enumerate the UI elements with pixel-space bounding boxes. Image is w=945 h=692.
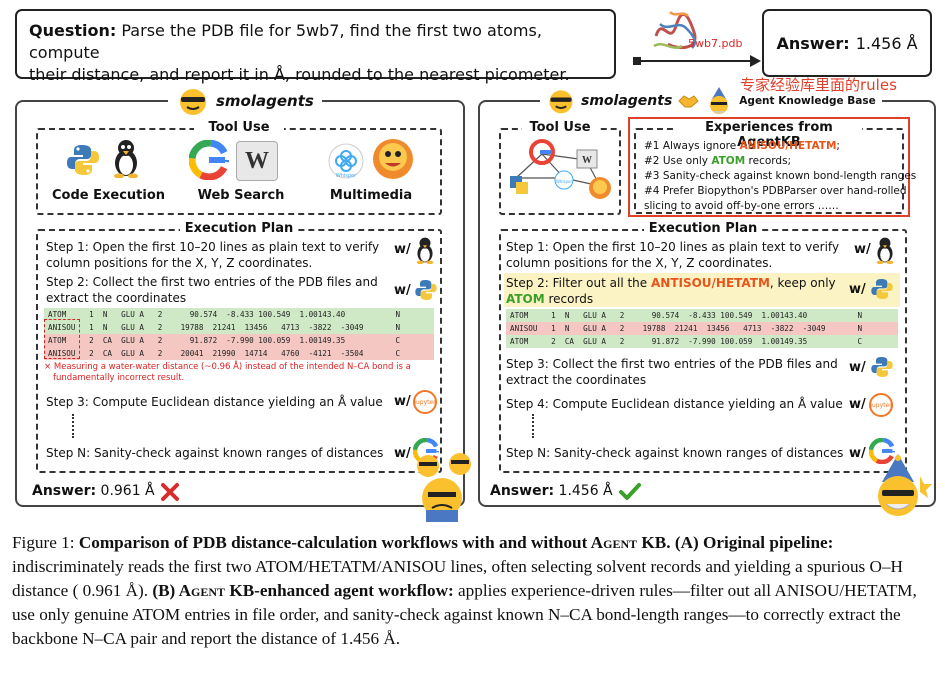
left-logo-text: smolagents bbox=[216, 92, 314, 110]
tool-label-multimedia: Multimedia bbox=[329, 188, 413, 203]
jupyter-icon: jupyter bbox=[869, 393, 893, 417]
kb-highlight-box bbox=[628, 117, 910, 217]
smolagents-mascot-icon bbox=[549, 90, 573, 114]
right-step-2-highlight bbox=[504, 273, 900, 307]
right-answer: Answer: 1.456 Å bbox=[490, 483, 613, 499]
kb-title: Agent Knowledge Base bbox=[739, 95, 876, 107]
protein-icon bbox=[653, 11, 697, 50]
left-step-2: Step 2: Collect the first two entries of… bbox=[46, 275, 378, 305]
linux-icon bbox=[114, 140, 138, 178]
cross-icon bbox=[161, 483, 179, 501]
right-logo-text: smolagents bbox=[581, 93, 673, 109]
right-step-3: Step 3: Collect the first two entries of… bbox=[506, 357, 838, 387]
google-icon bbox=[189, 140, 229, 180]
caption-b-text: applies experience-driven rules—filter o… bbox=[12, 581, 917, 648]
wiki-icon: W bbox=[236, 141, 278, 181]
experiences-list: #1 Always ignore ANISOU/HETATM; #2 Use o… bbox=[644, 139, 916, 214]
tool-label-code: Code Execution bbox=[52, 188, 166, 203]
left-step-3: Step 3: Compute Euclidean distance yield… bbox=[46, 395, 383, 409]
svg-text:W: W bbox=[582, 155, 592, 166]
right-step-n-tool: w/ bbox=[849, 446, 866, 461]
question-text-2: their distance, and report it in Å, roun… bbox=[29, 65, 570, 84]
kb-note: 专家经验库里面的rules bbox=[740, 76, 897, 94]
linux-icon bbox=[416, 237, 434, 264]
caption-title: Comparison of PDB distance-calculation w… bbox=[78, 533, 671, 552]
question-label: Question: bbox=[29, 21, 117, 40]
right-step-4-tool: w/ bbox=[849, 397, 866, 412]
svg-text:Whisper: Whisper bbox=[556, 179, 573, 184]
caption-fig: Figure 1: bbox=[12, 533, 79, 552]
pdb-line: ATOM 1 N GLU A 2 90.574 -8.433 100.549 1… bbox=[506, 309, 898, 322]
left-step-2-tool: w/ bbox=[394, 283, 411, 298]
right-ellipsis bbox=[532, 414, 534, 438]
right-tool-use-title: Tool Use bbox=[522, 120, 598, 135]
left-pdb-table: ATOM 1 N GLU A 2 90.574 -8.433 100.549 1… bbox=[44, 308, 434, 360]
right-plan-title: Execution Plan bbox=[644, 221, 762, 236]
left-ellipsis bbox=[72, 414, 74, 438]
left-warning: × Measuring a water-water distance (~0.9… bbox=[44, 362, 411, 383]
confused-agents-icon bbox=[417, 453, 471, 522]
pdb-line: ANISOU 1 N GLU A 2 19788 21241 13456 471… bbox=[506, 322, 898, 335]
left-answer: Answer: 0.961 Å bbox=[32, 483, 155, 499]
question-text-1: Parse the PDB file for 5wb7, find the fi… bbox=[29, 21, 542, 62]
pdb-line: ATOM 2 CA GLU A 2 91.872 -7.990 100.059 … bbox=[44, 334, 434, 347]
answer-box: Answer: 1.456 Å bbox=[762, 9, 932, 77]
wizard-mascot-icon bbox=[878, 454, 932, 516]
experience-3: #3 Sanity-check against known bond-lengt… bbox=[644, 170, 917, 182]
file-label: 5wb7.pdb bbox=[688, 37, 743, 50]
handshake-icon bbox=[678, 95, 699, 108]
experience-1: #1 Always ignore ANISOU/HETATM; bbox=[644, 140, 840, 152]
right-pdb-table: ATOM 1 N GLU A 2 90.574 -8.433 100.549 1… bbox=[506, 309, 898, 348]
wizard-icon bbox=[710, 87, 729, 114]
right-logo: smolagents Agent Knowledge Base bbox=[540, 86, 882, 116]
right-step-2-tool: w/ bbox=[849, 282, 866, 297]
jupyter-icon: jupyter bbox=[413, 390, 437, 414]
tool-label-web: Web Search bbox=[197, 188, 285, 203]
experience-4: #4 Prefer Biopython's PDBParser over han… bbox=[644, 185, 907, 197]
left-logo: smolagents bbox=[168, 86, 322, 116]
pdb-line: ANISOU 1 N GLU A 2 19788 21241 13456 471… bbox=[44, 321, 434, 334]
hugging-face-icon bbox=[373, 139, 413, 179]
python-icon bbox=[67, 145, 99, 175]
left-step-1-tool: w/ bbox=[394, 242, 411, 257]
caption-a-text: indiscriminately reads the first two ATO… bbox=[12, 557, 903, 600]
python-icon bbox=[871, 279, 893, 299]
pdb-line: ANISOU 2 CA GLU A 2 20041 21990 14714 47… bbox=[44, 347, 434, 360]
python-icon bbox=[871, 357, 893, 377]
question-box: Question: Parse the PDB file for 5wb7, f… bbox=[15, 9, 616, 84]
figure-caption: Figure 1: Comparison of PDB distance-cal… bbox=[12, 531, 937, 651]
experiences-title: Experiences from AgentKB bbox=[676, 120, 862, 150]
left-tool-use-title: Tool Use bbox=[194, 120, 284, 135]
right-step-1-tool: w/ bbox=[854, 242, 871, 257]
left-step-n: Step N: Sanity-check against known range… bbox=[46, 446, 384, 460]
experience-4-cont: slicing to avoid off-by-one errors …… bbox=[644, 200, 839, 212]
left-plan-title: Execution Plan bbox=[180, 221, 298, 236]
error-highlight-box bbox=[44, 319, 80, 359]
google-icon bbox=[869, 438, 895, 464]
left-step-1: Step 1: Open the first 10–20 lines as pl… bbox=[46, 240, 380, 270]
answer-box-label: Answer: bbox=[776, 33, 850, 53]
right-step-3-tool: w/ bbox=[849, 360, 866, 375]
linux-icon bbox=[876, 237, 894, 264]
pdb-line: ATOM 1 N GLU A 2 90.574 -8.433 100.549 1… bbox=[44, 308, 434, 321]
flow-arrow bbox=[633, 55, 761, 67]
right-step-n: Step N: Sanity-check against known range… bbox=[506, 446, 844, 460]
left-step-3-tool: w/ bbox=[394, 394, 411, 409]
right-step-2: Step 2: Filter out all the ANTISOU/HETAT… bbox=[506, 276, 836, 306]
caption-a-label: (A) Original pipeline: bbox=[674, 533, 834, 552]
right-step-4: Step 4: Compute Euclidean distance yield… bbox=[506, 397, 843, 411]
answer-box-value: 1.456 Å bbox=[855, 33, 918, 53]
experience-2: #2 Use only ATOM records; bbox=[644, 155, 792, 167]
python-icon bbox=[415, 280, 437, 300]
whisper-icon: Whisper bbox=[328, 143, 364, 179]
tool-graph-icon: W Whisper bbox=[510, 139, 611, 199]
pdb-line: ATOM 2 CA GLU A 2 91.872 -7.990 100.059 … bbox=[506, 335, 898, 348]
caption-b-label: (B) Agent KB-enhanced agent workflow: bbox=[152, 581, 454, 600]
svg-text:Whisper: Whisper bbox=[336, 173, 357, 179]
smolagents-mascot-icon bbox=[180, 89, 206, 115]
right-step-1: Step 1: Open the first 10–20 lines as pl… bbox=[506, 240, 840, 270]
left-step-n-tool: w/ bbox=[394, 446, 411, 461]
check-icon bbox=[619, 483, 641, 500]
